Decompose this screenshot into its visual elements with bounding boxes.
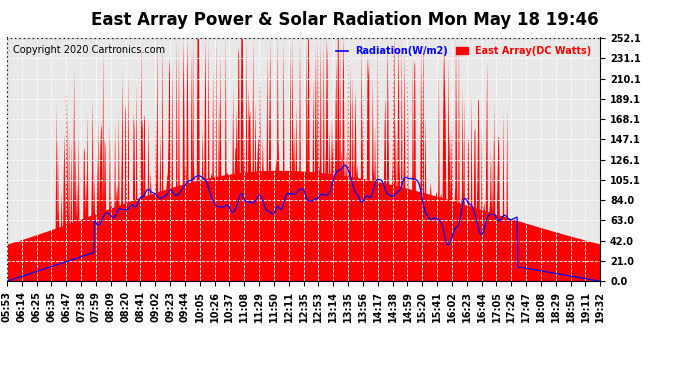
Legend: Radiation(W/m2), East Array(DC Watts): Radiation(W/m2), East Array(DC Watts)	[332, 42, 595, 60]
Text: East Array Power & Solar Radiation Mon May 18 19:46: East Array Power & Solar Radiation Mon M…	[91, 11, 599, 29]
Text: Copyright 2020 Cartronics.com: Copyright 2020 Cartronics.com	[13, 45, 165, 55]
